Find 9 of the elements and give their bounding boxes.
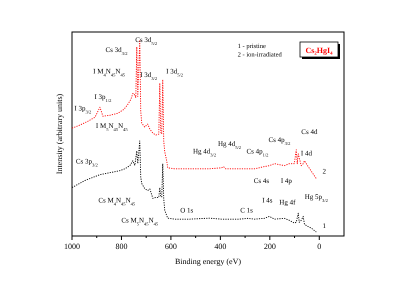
x-tick-label: 600 [164,242,177,251]
x-tick-label: 800 [115,242,128,251]
x-axis-title: Binding energy (eV) [174,257,242,266]
y-axis-title: Intensity (arbitrary units) [55,93,64,174]
x-tick-label: 400 [214,242,226,251]
x-tick-label: 0 [317,242,322,251]
text: Cs₂HgI₄ [305,46,334,55]
x-tick-label: 1000 [64,242,80,251]
x-tick-label: 200 [264,242,276,251]
